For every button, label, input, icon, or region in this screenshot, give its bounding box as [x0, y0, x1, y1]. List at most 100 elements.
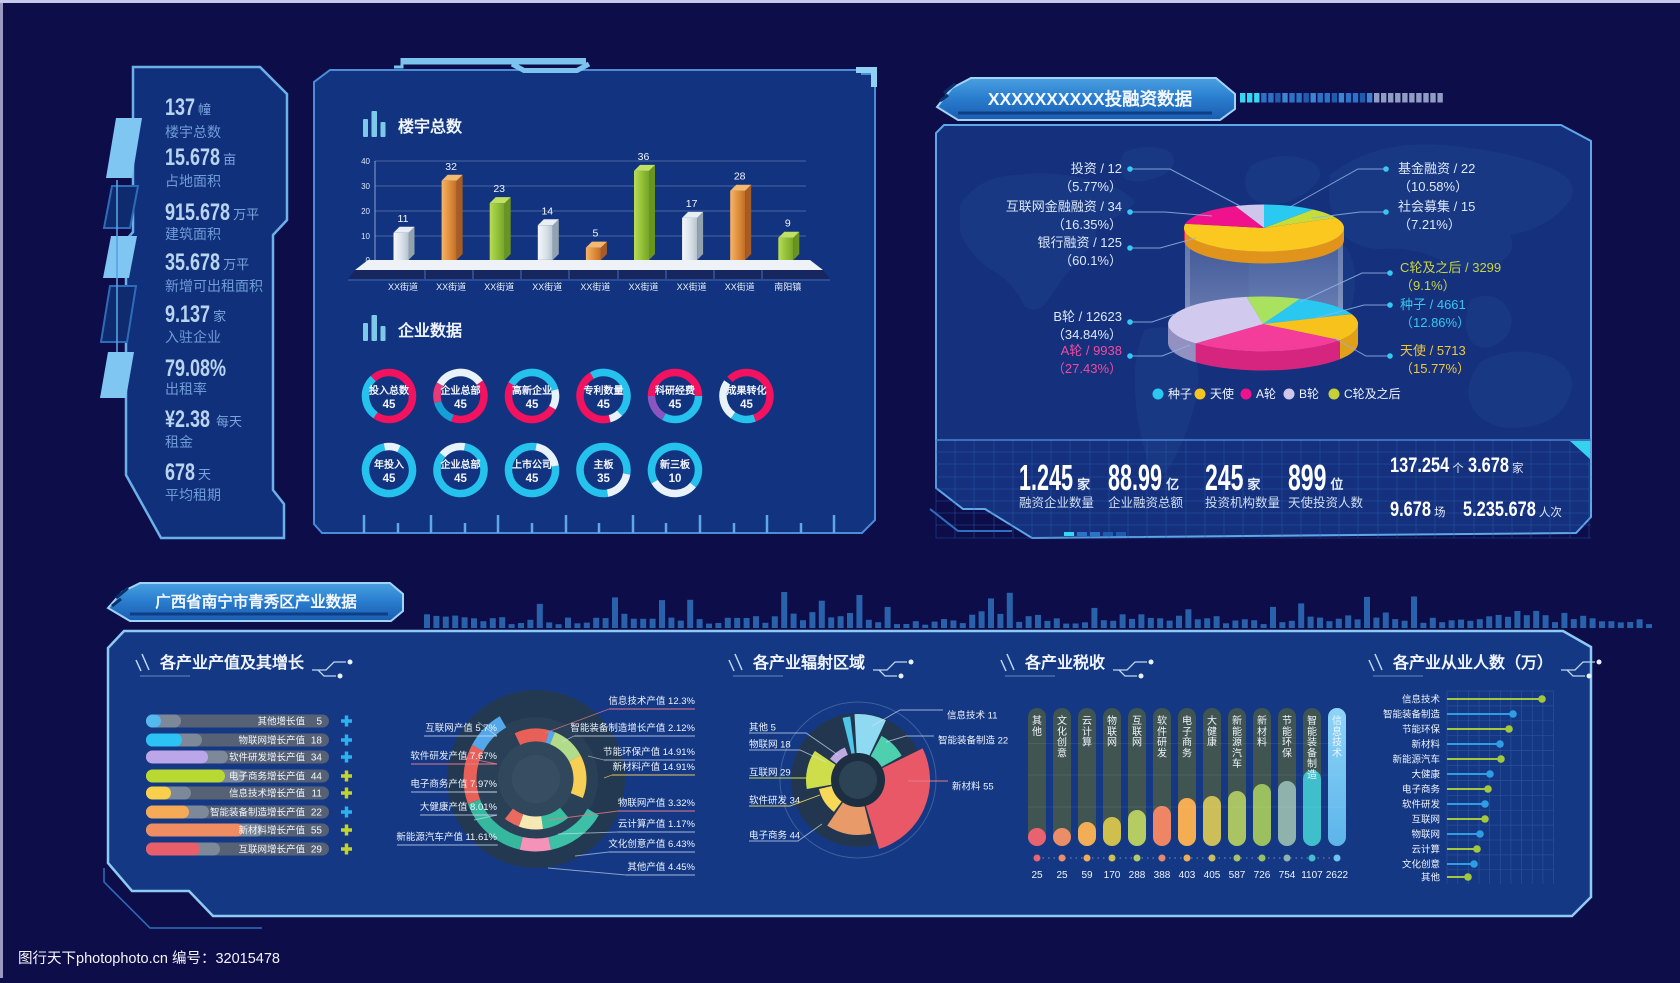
svg-text:软件研发 34: 软件研发 34 [749, 795, 800, 807]
svg-text:其他 5: 其他 5 [749, 722, 776, 734]
svg-text:XX街道: XX街道 [628, 281, 658, 292]
svg-text:B轮: B轮 [1299, 387, 1319, 401]
svg-text:成果转化: 成果转化 [727, 384, 767, 397]
svg-text:（12.86%）: （12.86%） [1400, 315, 1470, 330]
svg-text:天使: 天使 [1210, 386, 1234, 401]
svg-text:C轮及之后: C轮及之后 [1344, 387, 1401, 401]
svg-text:B轮 / 12623: B轮 / 12623 [1053, 309, 1122, 324]
svg-text:35: 35 [597, 473, 610, 485]
svg-text:上市公司: 上市公司 [512, 458, 552, 471]
svg-text:45: 45 [454, 399, 467, 411]
svg-text:45: 45 [526, 399, 539, 411]
svg-text:年投入: 年投入 [374, 458, 404, 471]
svg-text:（16.35%）: （16.35%） [1052, 217, 1122, 232]
svg-text:5.235.678: 5.235.678 [1463, 497, 1536, 520]
svg-text:25: 25 [1056, 870, 1068, 881]
svg-text:电子商务: 电子商务 [1402, 784, 1441, 796]
svg-text:互联网: 互联网 [1132, 715, 1142, 749]
svg-text:各产业辐射区域: 各产业辐射区域 [752, 653, 865, 672]
svg-text:大健康产值 8.01%: 大健康产值 8.01% [420, 801, 498, 813]
svg-text:XX街道: XX街道 [677, 281, 707, 292]
svg-text:新能源汽车: 新能源汽车 [1392, 754, 1440, 766]
svg-text:出租率: 出租率 [165, 381, 207, 397]
svg-text:专利数量: 专利数量 [584, 384, 624, 397]
svg-text:18: 18 [311, 736, 323, 747]
svg-text:基金融资 / 22: 基金融资 / 22 [1398, 161, 1475, 176]
svg-text:万平: 万平 [233, 207, 259, 222]
svg-text:XXXXXXXXXX投融资数据: XXXXXXXXXX投融资数据 [988, 89, 1193, 109]
svg-text:亩: 亩 [223, 152, 236, 167]
svg-text:新三板: 新三板 [660, 458, 691, 471]
svg-text:高新企业: 高新企业 [512, 384, 552, 397]
svg-text:智能装备制造增长产值 2.12%: 智能装备制造增长产值 2.12% [570, 722, 695, 734]
svg-text:1.245: 1.245 [1019, 458, 1073, 498]
svg-text:企业总部: 企业总部 [440, 458, 481, 471]
svg-text:互联网金融融资 / 34: 互联网金融融资 / 34 [1006, 199, 1122, 214]
svg-text:互联网 29: 互联网 29 [749, 768, 791, 779]
svg-text:位: 位 [1330, 477, 1343, 492]
svg-text:投入总数: 投入总数 [369, 384, 410, 397]
svg-text:楼宇总数: 楼宇总数 [165, 124, 221, 140]
svg-text:万平: 万平 [223, 257, 249, 272]
svg-text:（9.1%）: （9.1%） [1400, 278, 1456, 293]
svg-text:（5.77%）: （5.77%） [1059, 179, 1122, 194]
svg-text:45: 45 [526, 473, 539, 485]
svg-text:个: 个 [1452, 462, 1464, 475]
svg-text:（27.43%）: （27.43%） [1052, 361, 1122, 376]
svg-text:新材料: 新材料 [1411, 739, 1440, 751]
svg-text:租金: 租金 [165, 434, 193, 450]
svg-text:互联网: 互联网 [1411, 815, 1440, 826]
svg-text:智能装备制造: 智能装备制造 [1307, 714, 1317, 781]
svg-text:45: 45 [669, 399, 682, 411]
svg-text:11: 11 [312, 789, 323, 800]
svg-text:915.678: 915.678 [165, 200, 230, 226]
svg-text:信息技术: 信息技术 [1332, 715, 1342, 759]
svg-text:文化创意: 文化创意 [1402, 859, 1440, 871]
svg-text:45: 45 [383, 473, 396, 485]
svg-text:电子商务产值 7.97%: 电子商务产值 7.97% [410, 778, 497, 790]
svg-text:新材料 55: 新材料 55 [952, 781, 994, 793]
svg-text:融资企业数量: 融资企业数量 [1019, 495, 1094, 510]
svg-text:170: 170 [1104, 870, 1121, 881]
svg-text:587: 587 [1229, 870, 1246, 881]
svg-text:软件研发增长产值: 软件研发增长产值 [229, 752, 306, 764]
svg-text:A轮 / 9938: A轮 / 9938 [1061, 343, 1122, 358]
svg-text:22: 22 [311, 808, 323, 819]
svg-text:场: 场 [1434, 505, 1446, 519]
svg-text:新材料: 新材料 [1257, 714, 1267, 749]
svg-text:电子商务增长产值: 电子商务增长产值 [229, 771, 306, 783]
svg-text:45: 45 [383, 399, 396, 411]
svg-text:XX街道: XX街道 [532, 281, 562, 292]
svg-text:企业数据: 企业数据 [397, 321, 462, 340]
svg-text:A轮: A轮 [1256, 387, 1276, 401]
svg-text:403: 403 [1179, 870, 1196, 881]
svg-text:1107: 1107 [1301, 870, 1323, 881]
svg-text:32: 32 [445, 161, 457, 173]
svg-text:电子商务: 电子商务 [1182, 714, 1192, 759]
svg-text:信息技术增长产值: 信息技术增长产值 [229, 788, 306, 800]
svg-text:物联网: 物联网 [1107, 714, 1117, 749]
svg-text:245: 245 [1205, 459, 1243, 498]
svg-text:59: 59 [1081, 870, 1093, 881]
svg-text:节能环保: 节能环保 [1402, 724, 1441, 736]
svg-text:45: 45 [740, 399, 753, 411]
svg-text:388: 388 [1154, 870, 1171, 881]
svg-text:36: 36 [638, 151, 650, 163]
svg-text:17: 17 [686, 198, 698, 210]
svg-text:银行融资 / 125: 银行融资 / 125 [1037, 235, 1122, 250]
svg-text:家: 家 [1512, 461, 1524, 475]
svg-text:5: 5 [316, 717, 322, 728]
svg-text:新增可出租面积: 新增可出租面积 [165, 278, 263, 294]
svg-text:种子: 种子 [1168, 387, 1192, 401]
svg-text:智能装备制造 22: 智能装备制造 22 [938, 735, 1008, 747]
svg-text:新能源汽车: 新能源汽车 [1232, 714, 1242, 770]
svg-text:天使 / 5713: 天使 / 5713 [1400, 343, 1466, 358]
svg-text:各产业从业人数（万）: 各产业从业人数（万） [1392, 653, 1553, 672]
svg-text:XX街道: XX街道 [484, 281, 514, 292]
svg-text:10: 10 [361, 232, 370, 241]
svg-text:9.678: 9.678 [1390, 497, 1431, 520]
svg-text:家: 家 [1077, 477, 1091, 492]
svg-text:40: 40 [361, 157, 370, 166]
svg-text:云计算: 云计算 [1082, 716, 1092, 749]
svg-text:楼宇总数: 楼宇总数 [398, 117, 463, 136]
